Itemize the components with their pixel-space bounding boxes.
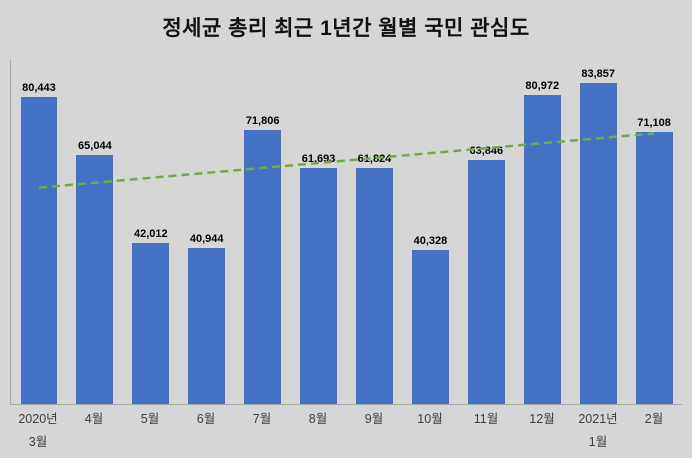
bar-value-label: 83,857 [581, 68, 615, 81]
bar-column: 80,443 [11, 60, 67, 404]
bar [523, 94, 561, 404]
x-axis-label-line: 1월 [588, 435, 608, 450]
bar-value-label: 42,012 [133, 228, 168, 241]
bar-column: 61,824 [347, 60, 403, 404]
x-axis-label-line: 4월 [84, 412, 104, 426]
x-axis-label-line: 5월 [140, 412, 160, 426]
x-axis-label-line: 2020년 [18, 412, 58, 426]
x-axis-label-line: 3월 [28, 435, 48, 450]
bars-container: 80,443 65,044 42,012 40,944 71,806 61,693 61,8… [11, 60, 682, 404]
x-axis-label: 12월 [514, 408, 570, 456]
bar-column: 65,044 [67, 60, 123, 404]
bar-column: 71,806 [235, 60, 291, 404]
bar [467, 159, 505, 404]
bar-column: 71,108 [626, 60, 682, 404]
x-axis-label-line: 12월 [529, 412, 555, 426]
bar [300, 168, 338, 404]
x-axis-label: 2월 [626, 408, 682, 456]
x-axis-label-line: 2월 [644, 412, 664, 426]
chart-title: 정세균 총리 최근 1년간 월별 국민 관심도 [162, 17, 530, 40]
x-axis-label-line: 10월 [417, 412, 443, 426]
x-axis-label: 5월 [122, 408, 178, 456]
bar-column: 80,972 [514, 60, 570, 404]
bar-value-label: 61,824 [357, 152, 392, 165]
x-axis-label: 9월 [346, 408, 402, 456]
x-axis-label: 7월 [234, 408, 290, 456]
bar [411, 249, 449, 404]
x-axis-label-line: 9월 [364, 412, 384, 426]
bar [635, 132, 673, 404]
x-axis-label-line: 7월 [252, 412, 272, 426]
x-axis-label-line: 6월 [196, 412, 216, 426]
bar-value-label: 65,044 [78, 140, 112, 153]
bar-column: 61,693 [291, 60, 347, 404]
x-axis-label: 8월 [290, 408, 346, 456]
x-axis-label: 11월 [458, 408, 514, 456]
x-axis-label-line: 11월 [473, 412, 499, 426]
x-axis-label-line: 2021년 [578, 412, 618, 426]
bar-value-label: 80,443 [22, 81, 56, 94]
x-axis-label: 6월 [178, 408, 234, 456]
bar-column: 63,846 [458, 60, 514, 404]
bar [244, 129, 282, 404]
bar [579, 83, 617, 404]
bar-value-label: 63,846 [469, 144, 504, 157]
bar-column: 40,328 [402, 60, 458, 404]
x-axis-label: 2021년 1월 [570, 408, 626, 456]
bar [356, 167, 393, 404]
bar-value-label: 61,693 [301, 153, 336, 166]
bar [20, 96, 58, 404]
x-axis-label-line: 8월 [308, 412, 328, 426]
plot-area: 80,443 65,044 42,012 40,944 71,806 61,693 61,8… [10, 60, 682, 405]
bar-value-label: 71,806 [245, 114, 280, 127]
bar-value-label: 40,328 [413, 234, 448, 247]
bar [76, 155, 114, 404]
bar-value-label: 71,108 [637, 117, 671, 130]
bar-value-label: 40,944 [189, 232, 224, 245]
bar [188, 247, 226, 404]
bar-column: 83,857 [570, 60, 626, 404]
x-axis-label: 10월 [402, 408, 458, 456]
bar-column: 42,012 [123, 60, 179, 404]
bar [132, 243, 170, 404]
x-axis-label: 2020년 3월 [10, 408, 66, 456]
bar-value-label: 80,972 [525, 79, 560, 92]
bar-column: 40,944 [179, 60, 235, 404]
x-axis-labels: 2020년 3월 4월 5월 6월 7월 8월 9월 10월 11월 12월 2021년 1월 2월 [10, 408, 682, 456]
x-axis-label: 4월 [66, 408, 122, 456]
